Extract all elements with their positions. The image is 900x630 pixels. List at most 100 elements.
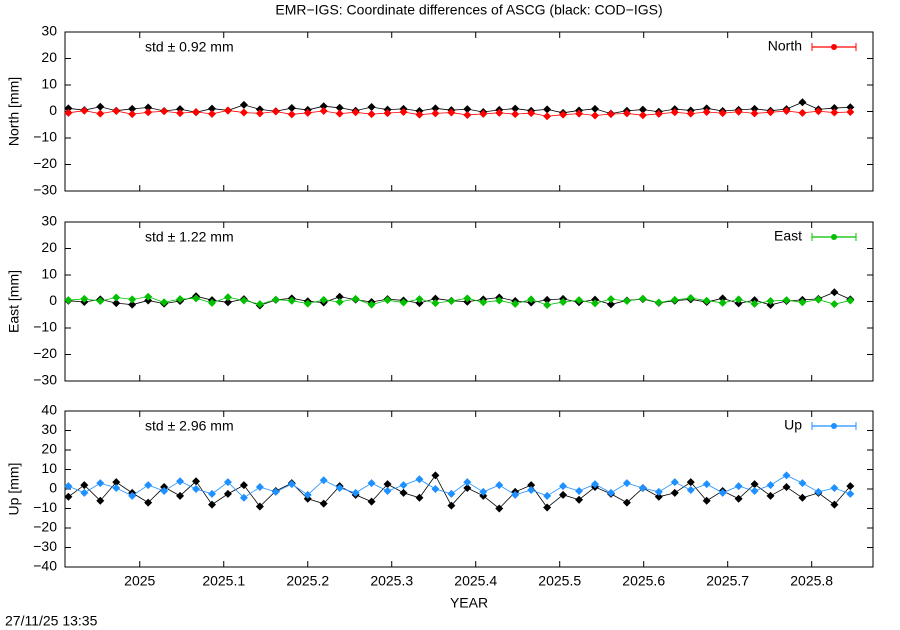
data-point xyxy=(64,482,73,491)
data-point xyxy=(112,299,121,308)
data-point xyxy=(383,486,392,495)
data-point xyxy=(399,108,408,117)
data-point xyxy=(287,104,296,113)
y-tick-label: −30 xyxy=(33,372,57,388)
data-point xyxy=(128,110,137,119)
data-point xyxy=(447,296,456,305)
data-point xyxy=(686,294,695,303)
data-point xyxy=(718,109,727,118)
data-point xyxy=(606,300,615,309)
legend-label: East xyxy=(774,228,802,244)
data-point xyxy=(287,480,296,489)
data-point xyxy=(160,298,169,307)
data-point xyxy=(463,110,472,119)
data-point xyxy=(654,487,663,496)
data-point xyxy=(575,109,584,118)
data-point xyxy=(80,294,89,303)
data-point xyxy=(670,108,679,117)
data-point xyxy=(207,298,216,307)
data-point xyxy=(399,481,408,490)
std-annotation: std ± 2.96 mm xyxy=(145,418,234,434)
data-point xyxy=(447,108,456,117)
data-point xyxy=(463,478,472,487)
data-point xyxy=(239,296,248,305)
data-point xyxy=(766,108,775,117)
data-point xyxy=(287,110,296,119)
x-tick-label: 2025.3 xyxy=(370,573,413,589)
legend-dot xyxy=(831,44,837,50)
data-point xyxy=(575,296,584,305)
data-point xyxy=(511,299,520,308)
data-point xyxy=(176,109,185,118)
data-point xyxy=(543,300,552,309)
legend-label: Up xyxy=(784,417,802,433)
data-point xyxy=(543,491,552,500)
data-point xyxy=(638,294,647,303)
data-point xyxy=(702,480,711,489)
data-point xyxy=(64,104,73,113)
data-point xyxy=(479,298,488,307)
data-point xyxy=(702,496,711,505)
data-point xyxy=(559,298,568,307)
data-point xyxy=(223,478,232,487)
y-tick-label: −10 xyxy=(33,319,57,335)
data-point xyxy=(495,504,504,513)
data-point xyxy=(654,492,663,501)
data-point xyxy=(144,103,153,112)
data-point xyxy=(830,288,839,297)
data-point xyxy=(287,296,296,305)
data-point xyxy=(559,482,568,491)
data-point xyxy=(192,294,201,303)
data-point xyxy=(846,482,855,491)
data-point xyxy=(415,475,424,484)
data-point xyxy=(830,108,839,117)
data-point xyxy=(255,502,264,511)
data-point xyxy=(511,490,520,499)
data-point xyxy=(192,108,201,117)
data-point xyxy=(303,108,312,117)
legend-label: North xyxy=(768,38,802,54)
data-point xyxy=(112,484,121,493)
data-point xyxy=(702,108,711,117)
data-point xyxy=(734,295,743,304)
data-point xyxy=(511,110,520,119)
data-point xyxy=(128,300,137,309)
y-axis-label: North [mm] xyxy=(6,77,22,146)
data-point xyxy=(383,296,392,305)
series-line xyxy=(68,110,851,117)
data-point xyxy=(207,109,216,118)
data-point xyxy=(431,299,440,308)
data-point xyxy=(734,494,743,503)
data-point xyxy=(527,485,536,494)
data-point xyxy=(830,484,839,493)
data-point xyxy=(223,298,232,307)
data-point xyxy=(766,491,775,500)
data-point xyxy=(495,108,504,117)
data-point xyxy=(638,105,647,114)
data-point xyxy=(335,298,344,307)
data-point xyxy=(575,495,584,504)
data-point xyxy=(606,110,615,119)
data-point xyxy=(463,294,472,303)
data-point xyxy=(559,490,568,499)
data-point xyxy=(798,298,807,307)
data-point xyxy=(686,109,695,118)
data-point xyxy=(766,296,775,305)
data-point xyxy=(319,476,328,485)
y-axis-label: Up [mm] xyxy=(6,463,22,516)
y-tick-label: 30 xyxy=(41,213,57,229)
timestamp: 27/11/25 13:35 xyxy=(5,613,98,629)
data-point xyxy=(415,110,424,119)
data-point xyxy=(670,478,679,487)
data-point xyxy=(223,293,232,302)
data-point xyxy=(686,485,695,494)
data-point xyxy=(335,103,344,112)
x-tick-label: 2025.2 xyxy=(286,573,329,589)
data-point xyxy=(319,499,328,508)
y-tick-label: 20 xyxy=(41,441,57,457)
data-point xyxy=(782,471,791,480)
y-tick-label: 30 xyxy=(41,23,57,39)
data-point xyxy=(223,106,232,115)
data-point xyxy=(782,106,791,115)
